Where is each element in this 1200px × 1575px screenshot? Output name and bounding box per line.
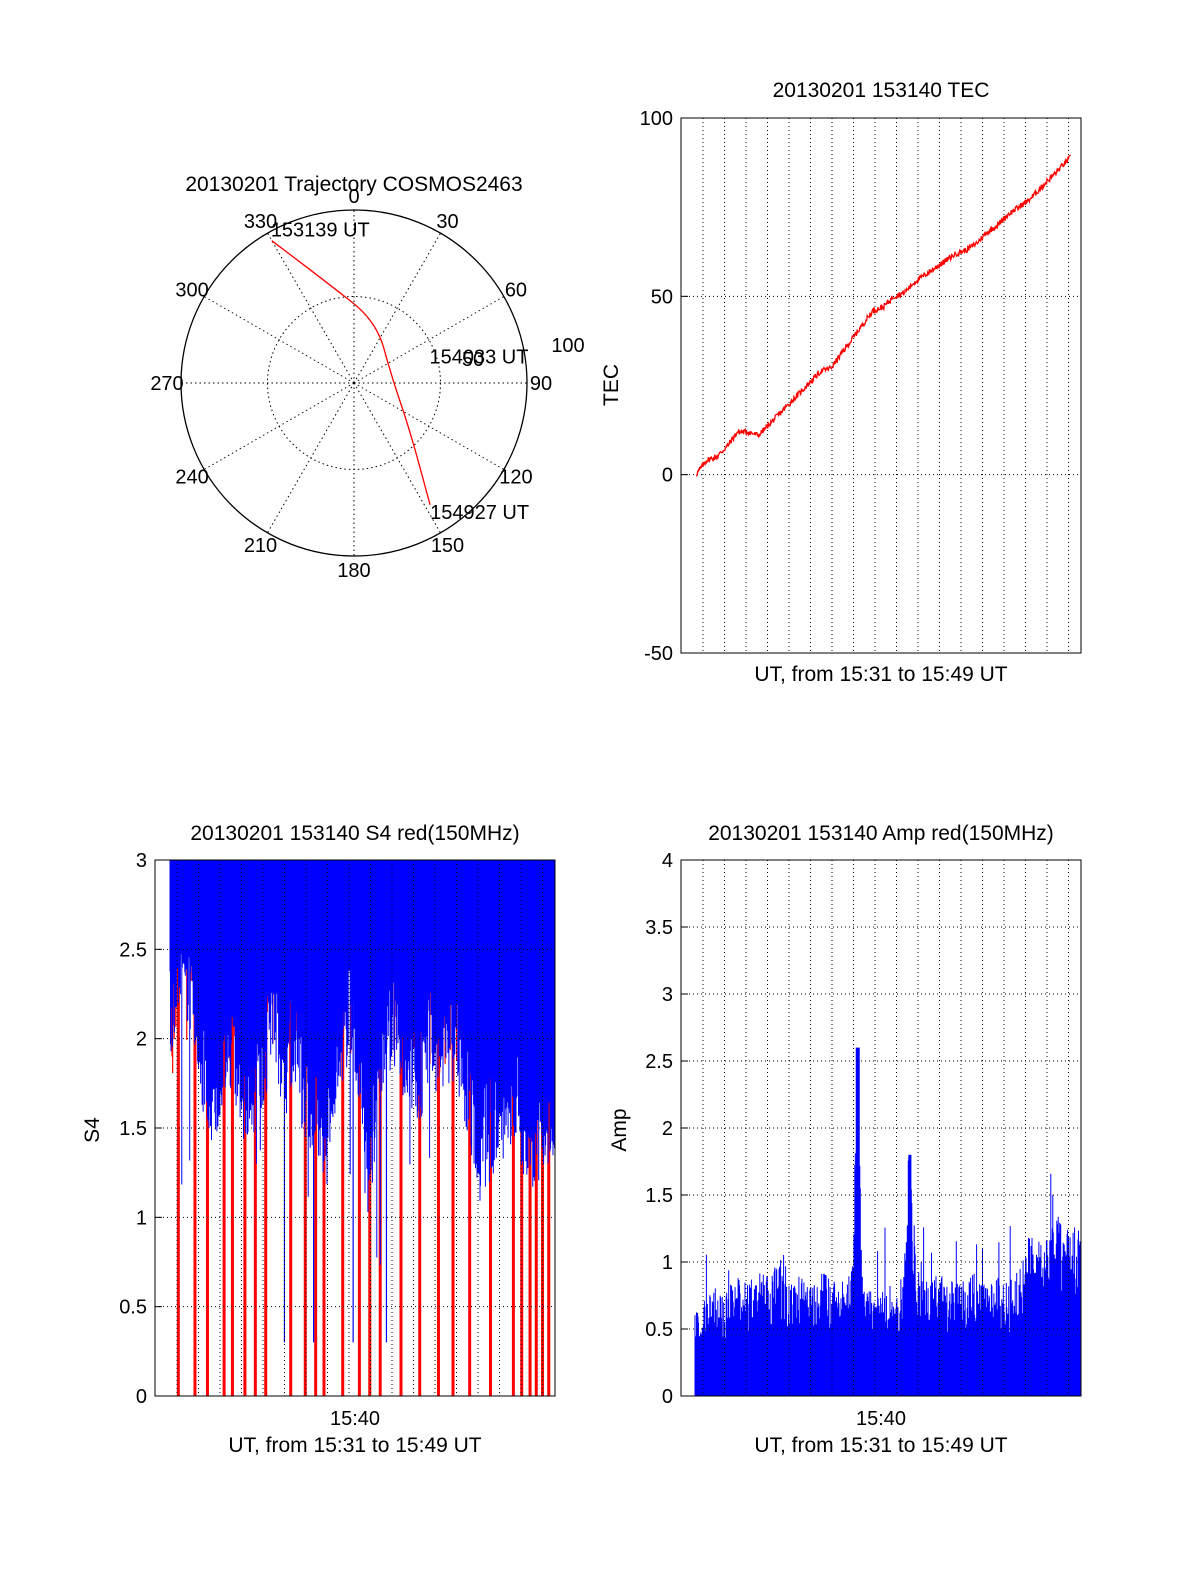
s4-y-tick-labels: 0 0.5 1 1.5 2 2.5 3 bbox=[119, 850, 162, 1408]
polar-radial-line bbox=[353, 232, 441, 384]
tec-plot-frame bbox=[680, 117, 1082, 654]
tec-series-line bbox=[695, 154, 1072, 477]
s4-red-spike bbox=[230, 860, 234, 1396]
s4-red-spike bbox=[176, 860, 180, 1396]
polar-azimuth-label: 90 bbox=[530, 373, 552, 395]
polar-azimuth-label: 180 bbox=[337, 560, 370, 582]
s4-red-spike bbox=[341, 860, 345, 1396]
y-tick-label: 1 bbox=[662, 1252, 673, 1274]
tec-panel: 20130201 153140 TEC -50 0 50 100 TEC UT, fr… bbox=[600, 79, 1082, 686]
polar-annotations: 153139 UT 154033 UT 154927 UT bbox=[271, 220, 529, 524]
polar-radial-line bbox=[353, 296, 505, 384]
polar-radial-line bbox=[203, 296, 355, 384]
polar-azimuth-label: 330 bbox=[244, 211, 277, 233]
amp-peak bbox=[908, 1154, 912, 1396]
y-tick-label: 0.5 bbox=[645, 1319, 673, 1341]
s4-ylabel: S4 bbox=[81, 1117, 104, 1143]
y-tick-label: 3.5 bbox=[645, 917, 673, 939]
y-tick-label: -50 bbox=[644, 643, 673, 665]
amp-grid bbox=[681, 859, 1081, 1397]
amp-panel: 20130201 153140 Amp red(150MHz) 0 0.5 1 1.5… bbox=[608, 822, 1082, 1457]
polar-radius-label: 50 bbox=[462, 349, 484, 371]
polar-radial-line bbox=[353, 382, 505, 470]
y-tick-label: 0 bbox=[662, 465, 673, 487]
tec-grid bbox=[681, 117, 1081, 654]
polar-azimuth-label: 210 bbox=[244, 535, 277, 557]
polar-radial-line bbox=[203, 382, 355, 470]
s4-red-spike bbox=[547, 860, 551, 1396]
y-tick-label: 2 bbox=[662, 1118, 673, 1140]
s4-red-spike bbox=[399, 860, 403, 1396]
s4-red-spike bbox=[468, 860, 472, 1396]
tec-ylabel: TEC bbox=[600, 364, 623, 406]
tec-xlabel: UT, from 15:31 to 15:49 UT bbox=[754, 663, 1007, 686]
polar-outer-circle bbox=[180, 209, 528, 557]
amp-ylabel: Amp bbox=[608, 1108, 631, 1151]
y-tick-label: 2 bbox=[136, 1029, 147, 1051]
polar-azimuth-label: 270 bbox=[150, 373, 183, 395]
tec-title: 20130201 153140 TEC bbox=[773, 79, 990, 102]
y-tick-label: 3 bbox=[662, 984, 673, 1006]
polar-grid bbox=[180, 209, 528, 557]
polar-azimuth-label: 0 bbox=[348, 186, 359, 208]
amp-title: 20130201 153140 Amp red(150MHz) bbox=[708, 822, 1054, 845]
y-tick-label: 1.5 bbox=[645, 1185, 673, 1207]
y-tick-label: 1 bbox=[136, 1207, 147, 1229]
polar-azimuth-label: 60 bbox=[505, 280, 527, 302]
polar-azimuth-label: 240 bbox=[175, 467, 208, 489]
y-tick-label: 0.5 bbox=[119, 1297, 147, 1319]
y-tick-label: 50 bbox=[651, 286, 673, 308]
polar-trajectory-line bbox=[271, 240, 431, 505]
amp-peak bbox=[855, 1047, 860, 1396]
amp-marks bbox=[694, 1047, 1082, 1396]
s4-panel: 20130201 153140 S4 red(150MHz) 0 0.5 1 1.5 2… bbox=[81, 822, 556, 1457]
s4-x-tick-label: 15:40 bbox=[330, 1408, 380, 1430]
polar-annotation: 154033 UT bbox=[429, 346, 528, 368]
amp-base-fill bbox=[695, 1342, 1081, 1396]
s4-red-spike bbox=[264, 860, 268, 1396]
polar-radial-line bbox=[353, 382, 441, 534]
s4-red-spike bbox=[289, 860, 293, 1396]
amp-x-tick-label: 15:40 bbox=[856, 1408, 906, 1430]
y-tick-label: 3 bbox=[136, 850, 147, 872]
y-tick-label: 0 bbox=[662, 1386, 673, 1408]
tec-y-tick-labels: -50 0 50 100 bbox=[640, 108, 688, 665]
polar-annotation: 154927 UT bbox=[430, 502, 529, 524]
polar-panel: 20130201 Trajectory COSMOS2463 0 30 60 90 12… bbox=[150, 173, 584, 582]
y-tick-label: 0 bbox=[136, 1386, 147, 1408]
s4-title: 20130201 153140 S4 red(150MHz) bbox=[190, 822, 519, 845]
s4-red-spike bbox=[193, 860, 197, 1396]
polar-annotation: 153139 UT bbox=[271, 220, 370, 242]
y-tick-label: 1.5 bbox=[119, 1118, 147, 1140]
polar-azimuth-label: 120 bbox=[499, 467, 532, 489]
s4-red-spike bbox=[451, 860, 455, 1396]
s4-red-spike bbox=[436, 860, 440, 1396]
s4-red-spike bbox=[511, 860, 515, 1396]
polar-azimuth-label: 150 bbox=[431, 535, 464, 557]
amp-y-tick-labels: 0 0.5 1 1.5 2 2.5 3 3.5 4 bbox=[645, 850, 688, 1408]
polar-azimuth-label: 30 bbox=[436, 211, 458, 233]
y-tick-label: 100 bbox=[640, 108, 673, 130]
y-tick-label: 2.5 bbox=[119, 939, 147, 961]
s4-blue-series bbox=[169, 860, 556, 1265]
polar-radial-line bbox=[267, 382, 355, 534]
s4-red-spike bbox=[488, 860, 492, 1396]
s4-red-spike bbox=[222, 860, 226, 1396]
amp-xlabel: UT, from 15:31 to 15:49 UT bbox=[754, 1434, 1007, 1457]
s4-red-spike bbox=[243, 860, 247, 1396]
y-tick-label: 4 bbox=[662, 850, 673, 872]
s4-xlabel: UT, from 15:31 to 15:49 UT bbox=[228, 1434, 481, 1457]
polar-azimuth-label: 300 bbox=[175, 280, 208, 302]
polar-azimuth-labels: 0 30 60 90 120 150 180 210 240 270 300 330 50 100 bbox=[150, 186, 584, 582]
polar-radial-line bbox=[267, 232, 355, 384]
polar-title: 20130201 Trajectory COSMOS2463 bbox=[185, 173, 522, 196]
polar-radius-label: 100 bbox=[551, 335, 584, 357]
y-tick-label: 2.5 bbox=[645, 1051, 673, 1073]
